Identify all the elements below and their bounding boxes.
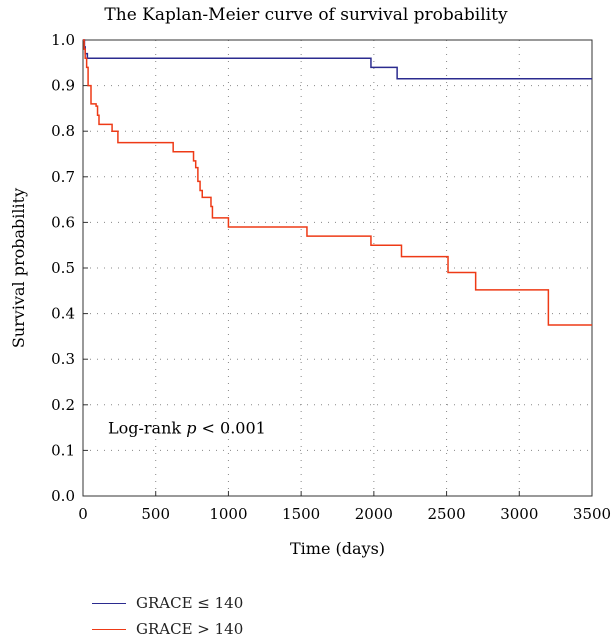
- x-tick-label: 500: [141, 505, 170, 523]
- x-tick-label: 2000: [355, 505, 393, 523]
- x-axis: 0 500 1000 1500 2000 2500 3000 3500: [78, 491, 611, 523]
- y-tick-label: 0.7: [51, 168, 75, 186]
- x-tick-label: 2500: [427, 505, 465, 523]
- series-lines: [83, 39, 592, 326]
- legend: GRACE ≤ 140 GRACE > 140: [92, 590, 243, 642]
- x-axis-label: Time (days): [290, 539, 385, 558]
- legend-item-grace-high: GRACE > 140: [92, 616, 243, 642]
- series-line-0: [83, 39, 592, 80]
- y-tick-label: 0.6: [51, 213, 75, 231]
- y-axis: 0.0 0.1 0.2 0.3 0.4 0.5 0.6 0.7 0.8 0.9 1.0: [51, 31, 88, 505]
- y-tick-label: 0.4: [51, 305, 75, 323]
- y-tick-label: 0.2: [51, 396, 75, 414]
- legend-swatch-grace-high: [92, 628, 126, 630]
- x-tick-label: 0: [78, 505, 88, 523]
- annotation-suffix: < 0.001: [196, 419, 265, 438]
- chart-title: The Kaplan-Meier curve of survival proba…: [104, 5, 508, 25]
- y-tick-label: 0.8: [51, 122, 75, 140]
- annotation-prefix: Log-rank: [108, 419, 186, 438]
- y-axis-label: Survival probability: [9, 188, 28, 348]
- km-chart: The Kaplan-Meier curve of survival proba…: [9, 5, 611, 558]
- legend-label-grace-high: GRACE > 140: [136, 620, 244, 638]
- legend-swatch-grace-low: [92, 602, 126, 604]
- x-tick-label: 1000: [209, 505, 247, 523]
- y-tick-label: 0.1: [51, 441, 75, 459]
- y-tick-label: 0.9: [51, 77, 75, 95]
- y-tick-label: 0.3: [51, 350, 75, 368]
- x-tick-label: 1500: [282, 505, 320, 523]
- y-tick-label: 0.5: [51, 259, 75, 277]
- grid: [83, 40, 592, 496]
- y-tick-label: 0.0: [51, 487, 75, 505]
- legend-label-grace-low: GRACE ≤ 140: [136, 594, 244, 612]
- x-tick-label: 3000: [500, 505, 538, 523]
- series-line-1: [83, 39, 592, 326]
- y-tick-label: 1.0: [51, 31, 75, 49]
- x-tick-label: 3500: [573, 505, 611, 523]
- legend-item-grace-low: GRACE ≤ 140: [92, 590, 243, 616]
- annotation-var: p: [186, 419, 196, 438]
- logrank-annotation: Log-rank p < 0.001: [108, 419, 266, 438]
